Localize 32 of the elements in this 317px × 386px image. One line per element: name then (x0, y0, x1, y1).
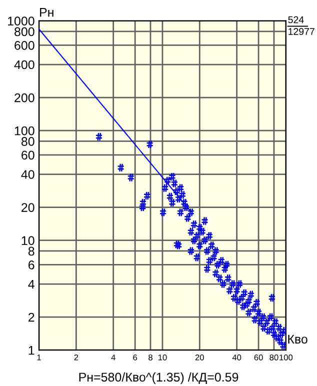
y-tick-label: 60 (22, 150, 34, 160)
y-tick-label: 80 (21, 137, 34, 146)
y-tick-label: 800 (14, 27, 34, 36)
x-tick-label: 100 (280, 354, 293, 360)
y-tick-label: 200 (14, 93, 34, 102)
x-tick-label: 80 (270, 354, 278, 360)
x-tick-label: 10 (158, 354, 167, 360)
y-tick-label: 100 (14, 126, 34, 136)
x-tick-label: 60 (254, 354, 263, 360)
y-tick-label: 1000 (8, 16, 34, 26)
y-tick-label: 10 (22, 236, 34, 245)
y-tick-label: 400 (14, 60, 34, 70)
x-axis-title: Кво (288, 334, 308, 344)
y-tick-label: 20 (22, 203, 34, 212)
text: 12977 (288, 28, 314, 35)
x-tick-label: 4 (111, 354, 116, 360)
x-tick-label: 20 (195, 354, 204, 360)
text: Рн=580/Кво^(1.35) /КД=0.59 (79, 372, 238, 384)
x-tick-label: 6 (133, 354, 138, 360)
y-tick-label: 600 (14, 40, 34, 50)
y-tick-label: 2 (28, 312, 34, 322)
y-tick-label: 1 (28, 346, 34, 355)
x-tick-label: 1 (37, 354, 41, 360)
x-tick-label: 8 (148, 354, 152, 360)
y-tick-label: 8 (28, 246, 34, 256)
y-tick-label: 4 (28, 280, 34, 289)
x-tick-label: 40 (232, 354, 242, 360)
y-tick-label: 40 (21, 170, 34, 179)
y-tick-label: 6 (28, 260, 34, 270)
text: 524 (288, 16, 304, 24)
x-tick-label: 2 (74, 354, 78, 360)
y-axis-title: Рн (40, 8, 54, 17)
